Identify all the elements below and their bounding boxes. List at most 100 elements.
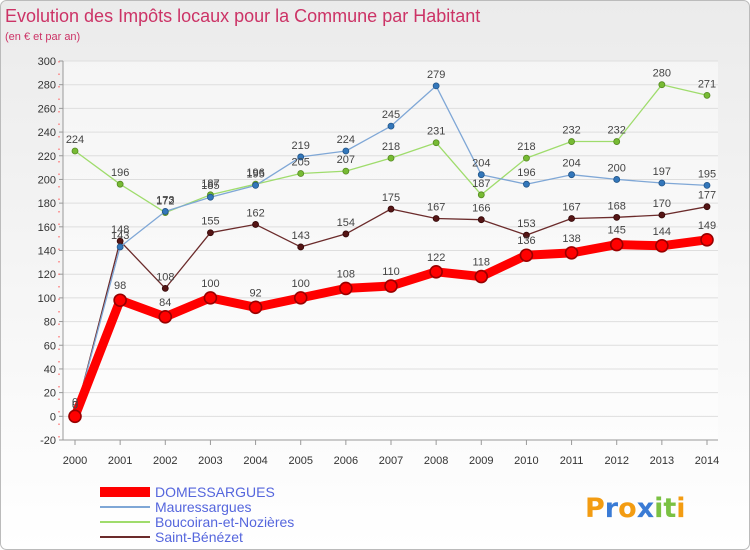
data-label-mauressargues: 195 <box>246 168 264 180</box>
data-label-boucoiran-et-nozieres: 205 <box>292 157 310 169</box>
x-tick-label: 2008 <box>424 455 448 467</box>
y-tick-label: 300 <box>38 56 56 68</box>
data-label-boucoiran-et-nozieres: 271 <box>698 78 716 90</box>
x-tick-label: 2000 <box>63 455 87 467</box>
data-label-mauressargues: 224 <box>337 134 355 146</box>
data-point-saint-benezet <box>161 284 169 292</box>
logo-letter: r <box>605 493 619 524</box>
data-point-boucoiran-et-nozieres <box>613 138 621 145</box>
data-label-domessargues: 0 <box>72 396 78 408</box>
data-point-boucoiran-et-nozieres <box>387 154 395 162</box>
x-tick-label: 2013 <box>650 455 674 467</box>
data-point-boucoiran-et-nozieres <box>71 147 79 155</box>
data-point-saint-benezet <box>568 215 575 222</box>
data-label-saint-benezet: 155 <box>201 216 219 228</box>
data-label-mauressargues: 204 <box>562 158 580 170</box>
legend-item-boucoiran-et-nozieres: Boucoiran-et-Nozières <box>100 514 294 530</box>
data-point-mauressargues <box>297 153 305 161</box>
legend-item-domessargues: DOMESSARGUES <box>100 484 275 500</box>
data-label-boucoiran-et-nozieres: 218 <box>517 141 535 153</box>
data-point-domessargues <box>609 237 624 252</box>
data-label-saint-benezet: 108 <box>156 271 174 283</box>
data-point-mauressargues <box>432 82 440 90</box>
data-point-mauressargues <box>613 176 621 183</box>
data-point-domessargues <box>68 409 82 424</box>
data-point-domessargues <box>655 238 669 253</box>
x-tick-label: 2014 <box>695 455 719 467</box>
data-label-domessargues: 98 <box>114 280 126 292</box>
legend-item-saint-benezet: Saint-Bénézet <box>100 529 243 545</box>
data-point-domessargues <box>203 291 218 305</box>
y-tick-label: 180 <box>38 198 56 210</box>
data-label-boucoiran-et-nozieres: 187 <box>472 178 490 190</box>
logo-letter: i <box>676 493 685 524</box>
data-point-boucoiran-et-nozieres <box>658 81 666 89</box>
x-tick-label: 2011 <box>560 455 584 467</box>
data-point-saint-benezet <box>297 243 305 251</box>
logo-letter: x <box>637 493 654 524</box>
data-label-saint-benezet: 153 <box>517 218 535 230</box>
data-label-domessargues: 118 <box>473 257 491 269</box>
data-label-mauressargues: 195 <box>698 168 716 180</box>
chart-subtitle: (en € et par an) <box>5 31 80 43</box>
legend-label: Saint-Bénézet <box>155 529 243 545</box>
x-tick-label: 2005 <box>288 455 312 467</box>
data-point-domessargues <box>519 248 534 263</box>
data-label-domessargues: 144 <box>653 226 671 238</box>
data-label-boucoiran-et-nozieres: 224 <box>66 134 84 146</box>
data-point-mauressargues <box>568 171 575 179</box>
data-label-saint-benezet: 148 <box>111 224 129 236</box>
data-point-saint-benezet <box>252 221 259 228</box>
data-label-mauressargues: 204 <box>472 158 490 170</box>
y-tick-label: 0 <box>50 411 56 423</box>
data-label-mauressargues: 185 <box>201 180 219 192</box>
data-label-domessargues: 138 <box>562 233 580 245</box>
data-label-boucoiran-et-nozieres: 218 <box>382 141 400 153</box>
data-point-saint-benezet <box>477 216 485 224</box>
data-point-domessargues <box>248 300 263 315</box>
data-label-mauressargues: 197 <box>653 166 671 178</box>
data-label-domessargues: 92 <box>249 287 261 299</box>
data-label-domessargues: 84 <box>159 297 171 309</box>
data-label-boucoiran-et-nozieres: 280 <box>653 68 671 80</box>
series <box>68 81 714 424</box>
data-point-boucoiran-et-nozieres <box>703 91 711 99</box>
legend-label: Boucoiran-et-Nozières <box>155 514 294 530</box>
y-tick-label: 80 <box>44 317 56 329</box>
data-label-saint-benezet: 154 <box>337 217 355 229</box>
data-label-saint-benezet: 177 <box>698 190 716 202</box>
data-label-domessargues: 100 <box>292 278 310 290</box>
legend-label: DOMESSARGUES <box>155 484 275 500</box>
data-point-saint-benezet <box>342 230 350 238</box>
data-label-domessargues: 108 <box>337 268 355 280</box>
y-tick-label: 220 <box>38 151 56 163</box>
data-label-boucoiran-et-nozieres: 231 <box>427 126 445 138</box>
logo-letter: o <box>618 493 637 524</box>
data-label-saint-benezet: 143 <box>292 230 310 242</box>
y-tick-label: -20 <box>40 435 56 447</box>
data-point-domessargues <box>339 281 353 296</box>
x-tick-label: 2007 <box>379 455 403 467</box>
data-point-boucoiran-et-nozieres <box>568 138 575 145</box>
x-tick-label: 2006 <box>334 455 358 467</box>
y-tick-label: 60 <box>44 340 56 352</box>
data-label-mauressargues: 0 <box>72 399 78 411</box>
x-tick-label: 2002 <box>153 455 177 467</box>
y-tick-label: 200 <box>38 174 56 186</box>
data-point-mauressargues <box>658 179 666 187</box>
data-point-mauressargues <box>161 208 169 215</box>
data-point-mauressargues <box>116 243 124 251</box>
data-point-saint-benezet <box>523 231 530 239</box>
data-label-boucoiran-et-nozieres: 207 <box>337 154 355 166</box>
y-tick-label: 280 <box>38 80 56 92</box>
y-tick-label: 140 <box>38 246 56 258</box>
x-tick-label: 2010 <box>514 455 538 467</box>
y-tick-label: 120 <box>38 269 56 281</box>
data-label-mauressargues: 279 <box>427 69 445 81</box>
y-tick-label: 260 <box>38 103 56 115</box>
data-label-boucoiran-et-nozieres: 187 <box>201 178 219 190</box>
data-point-domessargues <box>564 246 579 260</box>
x-tick-label: 2001 <box>108 455 132 467</box>
data-label-saint-benezet: 168 <box>608 200 626 212</box>
